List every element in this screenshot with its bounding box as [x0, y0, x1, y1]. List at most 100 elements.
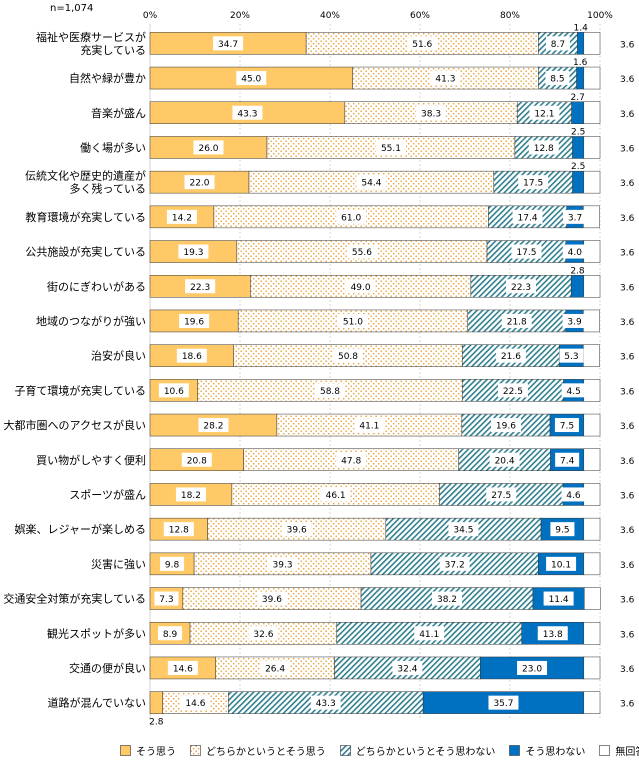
bar-segment	[149, 691, 163, 714]
value-label: 12.8	[534, 144, 554, 154]
value-label: 3.6	[620, 214, 635, 224]
legend-swatch	[509, 744, 521, 756]
bar-segment	[583, 275, 601, 298]
legend-label: そう思わない	[525, 746, 586, 758]
bar-segment	[583, 483, 601, 506]
value-label-box	[490, 418, 521, 433]
value-label-box	[256, 591, 287, 606]
category-label: 大都市圏へのアクセスが良い	[4, 418, 146, 432]
bar-segment	[576, 66, 585, 90]
value-label: 51.0	[343, 317, 363, 327]
value-label-box	[179, 313, 210, 328]
bar-segment	[583, 170, 601, 194]
value-label: 20.8	[187, 456, 207, 466]
value-label: 3.6	[620, 318, 635, 328]
value-label-box	[407, 36, 438, 51]
value-label: 3.6	[620, 353, 635, 363]
value-label: 19.6	[496, 422, 516, 432]
value-label: 19.6	[184, 317, 204, 327]
value-label: 3.6	[620, 110, 635, 120]
value-label-box	[248, 626, 279, 641]
value-label: 3.6	[620, 596, 635, 606]
value-label: 38.2	[437, 595, 457, 605]
x-tick-label: 40%	[320, 11, 340, 21]
value-label: 18.2	[181, 491, 201, 501]
value-label-box	[260, 660, 291, 675]
value-label: 14.2	[172, 213, 192, 223]
value-label: 50.8	[338, 352, 358, 362]
value-label-box	[545, 71, 570, 86]
value-label-box	[554, 418, 579, 433]
value-label-box	[546, 556, 577, 571]
value-label: 26.4	[265, 664, 285, 674]
value-label: 12.8	[169, 526, 189, 536]
value-label: 58.8	[320, 387, 340, 397]
value-label: 4.0	[568, 248, 583, 258]
value-label: 3.6	[620, 491, 635, 501]
value-label-box	[562, 313, 587, 328]
value-label-box	[232, 105, 263, 120]
value-label-box	[489, 452, 520, 467]
value-label: 2.8	[149, 718, 164, 728]
value-label-box	[356, 175, 387, 190]
legend-label: どちらかというとそう思わない	[355, 746, 496, 758]
value-label-box	[281, 522, 312, 537]
value-label: 39.6	[262, 595, 282, 605]
value-label-box	[529, 105, 560, 120]
value-label-box	[518, 175, 549, 190]
value-label-box	[559, 348, 584, 363]
bar-segment	[583, 552, 601, 576]
value-label-box	[528, 140, 559, 155]
value-label: 7.5	[560, 422, 574, 432]
value-label-box	[315, 383, 345, 398]
value-label: 55.6	[352, 248, 372, 258]
value-label: 3.6	[620, 630, 635, 640]
value-label-box	[543, 591, 574, 606]
value-label-box	[563, 209, 588, 224]
value-label: 3.6	[620, 40, 635, 50]
value-label-box	[336, 209, 367, 224]
value-label-box	[537, 626, 568, 641]
legend-swatch	[190, 744, 201, 756]
value-label: 4.5	[567, 387, 581, 397]
value-label: 1.4	[573, 23, 588, 33]
category-label: 多く残っている	[70, 182, 146, 196]
bar-segment	[572, 136, 585, 159]
bar-segment	[583, 622, 601, 645]
value-label-box	[346, 244, 377, 259]
value-label: 32.6	[253, 630, 273, 640]
value-label-box	[486, 487, 517, 502]
bar-segment	[583, 66, 601, 90]
value-label: 14.6	[185, 699, 205, 709]
legend-item: どちらかというとそう思わない	[339, 743, 496, 758]
value-label: 3.6	[620, 179, 635, 189]
value-label-box	[336, 452, 367, 467]
value-label: 7.4	[560, 456, 575, 466]
value-label: 8.5	[550, 75, 564, 85]
legend-item: そう思わない	[509, 743, 585, 758]
category-label: 地域のつながりが強い	[36, 314, 146, 328]
x-tick-label: 20%	[230, 11, 250, 21]
value-label-box	[375, 140, 406, 155]
value-label-box	[310, 695, 341, 710]
value-label: 2.8	[570, 266, 585, 276]
value-label: 13.8	[543, 630, 563, 640]
value-label-box	[432, 591, 462, 606]
bar-segment	[570, 275, 585, 298]
value-label-box	[416, 105, 447, 120]
value-label: 39.6	[287, 526, 307, 536]
value-label: 51.6	[412, 40, 432, 50]
value-label-box	[180, 695, 211, 710]
value-label: 2.5	[571, 162, 585, 172]
value-label: 10.6	[164, 387, 184, 397]
category-label: 教育環境が充実している	[25, 210, 146, 224]
category-label: 公共施設が充実している	[25, 245, 146, 259]
value-label: 5.3	[564, 352, 578, 362]
bar-segment	[583, 656, 601, 680]
value-label: 34.7	[218, 40, 238, 50]
value-label-box	[185, 279, 216, 294]
value-label: 22.3	[511, 283, 531, 293]
value-label-box	[345, 279, 376, 294]
bar-segment	[583, 32, 601, 55]
value-label-box	[448, 522, 479, 537]
